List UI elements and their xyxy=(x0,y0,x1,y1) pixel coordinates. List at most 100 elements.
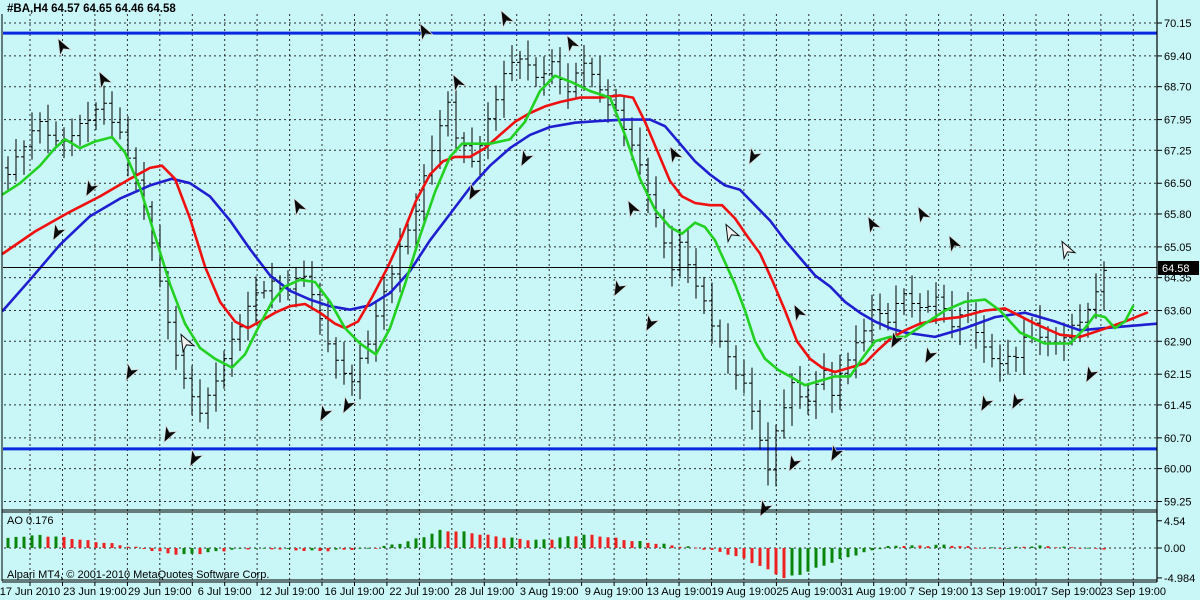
ao-bar xyxy=(1022,546,1026,548)
signal-arrow-up-icon[interactable] xyxy=(1057,239,1077,261)
ao-bar xyxy=(270,548,274,550)
ao-axis: 4.54 0.00 -4.984 xyxy=(1157,516,1195,585)
ao-bar xyxy=(150,548,154,551)
signal-arrow-down-icon[interactable] xyxy=(609,278,629,299)
ao-bar xyxy=(238,548,242,549)
signal-arrow-up-icon[interactable] xyxy=(789,302,809,323)
ao-bar xyxy=(478,534,482,548)
ao-bar xyxy=(110,543,114,548)
ao-bar xyxy=(118,545,122,548)
ao-bar xyxy=(190,548,194,554)
ao-bar xyxy=(350,548,354,550)
ao-bar xyxy=(70,539,74,548)
price-axis[interactable]: 70.15 69.40 68.70 67.95 67.25 66.50 65.80 65.05… xyxy=(1157,18,1192,509)
signal-arrow-down-icon[interactable] xyxy=(826,443,846,464)
signal-arrow-up-icon[interactable] xyxy=(623,198,643,219)
ao-bar xyxy=(734,548,738,557)
ao-bar xyxy=(1094,548,1098,549)
signal-arrow-up-icon[interactable] xyxy=(415,21,435,42)
signal-arrow-down-icon[interactable] xyxy=(185,448,205,469)
ao-bar xyxy=(38,534,42,548)
ao-bar xyxy=(654,543,658,548)
time-axis-label: 6 Jul 19:00 xyxy=(198,586,252,598)
signal-arrow-down-icon[interactable] xyxy=(744,146,764,167)
signal-arrow-down-icon[interactable] xyxy=(338,395,358,416)
signal-arrow-down-icon[interactable] xyxy=(315,403,335,424)
ao-bars-layer xyxy=(6,529,1106,579)
ao-bar xyxy=(1078,548,1082,549)
signal-arrow-down-icon[interactable] xyxy=(1007,391,1027,412)
signal-arrow-up-icon[interactable] xyxy=(496,8,516,29)
ao-bar xyxy=(766,548,770,570)
ao-bar xyxy=(494,536,498,548)
signal-arrow-down-icon[interactable] xyxy=(784,453,804,474)
time-axis-label: 16 Jul 19:00 xyxy=(325,586,385,598)
ao-bar xyxy=(414,538,418,548)
signal-arrow-down-icon[interactable] xyxy=(641,313,661,334)
ao-bar xyxy=(758,548,762,566)
signal-arrow-up-icon[interactable] xyxy=(944,233,964,254)
ao-bar xyxy=(462,531,466,548)
price-axis-label: 70.15 xyxy=(1164,18,1192,30)
ao-bar xyxy=(942,544,946,548)
signal-arrow-up-icon[interactable] xyxy=(721,222,741,244)
ao-bar xyxy=(694,547,698,549)
signal-arrow-down-icon[interactable] xyxy=(159,424,179,445)
time-axis[interactable]: 17 Jun 2010 23 Jun 19:00 29 Jun 19:00 6 Jul… xyxy=(0,582,1166,598)
signal-arrow-down-icon[interactable] xyxy=(886,330,906,351)
signal-arrow-down-icon[interactable] xyxy=(81,178,101,199)
ao-bar xyxy=(326,548,330,552)
ao-bar xyxy=(990,547,994,549)
signal-arrow-down-icon[interactable] xyxy=(48,222,68,243)
ao-bar xyxy=(622,540,626,548)
signal-arrow-up-icon[interactable] xyxy=(665,144,685,165)
object-hlines-layer[interactable] xyxy=(3,31,1157,451)
ao-axis-label: -4.984 xyxy=(1164,573,1195,585)
ao-bar xyxy=(582,534,586,548)
ao-bar xyxy=(126,546,130,548)
ao-bar xyxy=(166,548,170,554)
ao-bar xyxy=(246,548,250,550)
signal-arrow-up-icon[interactable] xyxy=(289,196,309,217)
price-axis-label: 67.25 xyxy=(1164,145,1192,157)
grid-layer xyxy=(4,14,1156,581)
ao-bar xyxy=(134,546,138,548)
signal-arrow-up-icon[interactable] xyxy=(448,72,468,93)
ao-bar xyxy=(542,539,546,548)
price-axis-label: 59.25 xyxy=(1164,497,1192,509)
ao-bar xyxy=(1038,545,1042,548)
ao-bar xyxy=(846,548,850,558)
signal-arrow-down-icon[interactable] xyxy=(1081,364,1101,385)
ao-bar xyxy=(278,548,282,550)
ao-bar xyxy=(870,548,874,551)
time-axis-label: 13 Aug 19:00 xyxy=(647,586,712,598)
signal-arrow-up-icon[interactable] xyxy=(94,69,114,90)
ao-bar xyxy=(286,548,290,549)
ao-bar xyxy=(342,548,346,550)
signal-arrow-up-icon[interactable] xyxy=(176,332,196,354)
ao-axis-label: 4.54 xyxy=(1164,516,1185,528)
signal-arrow-up-icon[interactable] xyxy=(913,204,933,225)
ao-bar xyxy=(94,542,98,548)
signal-arrow-down-icon[interactable] xyxy=(976,393,996,414)
price-axis-label: 62.15 xyxy=(1164,369,1192,381)
ao-bar xyxy=(830,548,834,563)
ao-bar xyxy=(262,547,266,549)
signal-arrow-down-icon[interactable] xyxy=(121,362,141,383)
signal-arrow-up-icon[interactable] xyxy=(53,36,73,57)
ao-bar xyxy=(294,548,298,551)
signal-arrow-up-icon[interactable] xyxy=(562,33,582,54)
ao-bar xyxy=(614,537,618,548)
ao-bar xyxy=(670,545,674,548)
signal-arrow-up-icon[interactable] xyxy=(863,214,883,235)
signal-arrow-down-icon[interactable] xyxy=(464,182,484,203)
signal-arrow-down-icon[interactable] xyxy=(516,148,536,169)
signal-arrows-layer[interactable] xyxy=(48,8,1101,520)
ao-bar xyxy=(198,548,202,555)
signal-arrow-down-icon[interactable] xyxy=(920,345,940,366)
ao-bar xyxy=(1086,547,1090,549)
time-axis-label: 23 Sep 19:00 xyxy=(1101,586,1166,598)
ao-bar xyxy=(174,548,178,555)
ao-bar xyxy=(1006,548,1010,549)
